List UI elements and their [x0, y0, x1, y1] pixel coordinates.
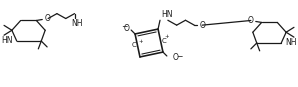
Text: NH: NH: [71, 19, 82, 27]
Text: O: O: [173, 53, 179, 62]
Text: O: O: [123, 24, 129, 33]
Text: −: −: [176, 52, 182, 61]
Text: C: C: [162, 38, 166, 44]
Text: O: O: [44, 14, 50, 23]
Text: O: O: [199, 21, 205, 30]
Text: HN: HN: [161, 10, 173, 19]
Text: +: +: [138, 39, 142, 44]
Text: +: +: [164, 34, 168, 39]
Text: HN: HN: [1, 36, 13, 45]
Text: O: O: [248, 16, 254, 25]
Text: NH: NH: [285, 37, 297, 47]
Text: C: C: [132, 42, 136, 48]
Text: −: −: [121, 23, 127, 32]
